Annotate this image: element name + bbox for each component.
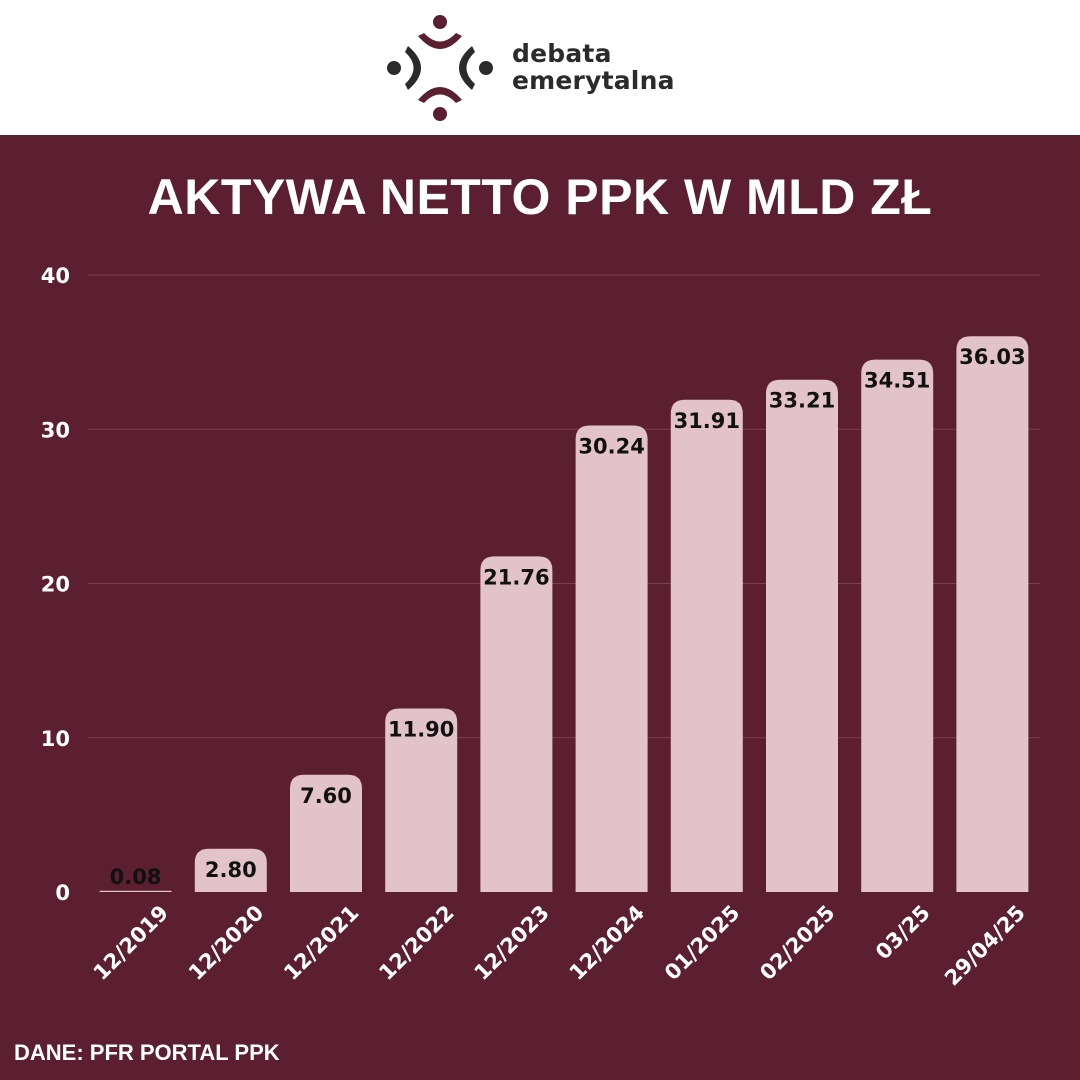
x-axis-ticks: 12/2019 12/2020 12/2021 12/2022 12/2023 12/20… <box>89 901 1030 991</box>
x-tick-label: 12/2021 <box>279 901 363 985</box>
bar-value-label: 31.91 <box>674 409 740 433</box>
y-tick-label: 20 <box>41 573 70 597</box>
bar <box>956 336 1029 892</box>
chart-title: AKTYWA NETTO PPK W MLD ZŁ <box>147 169 933 225</box>
x-tick-label: 03/25 <box>871 901 935 965</box>
bars: 0.08 2.80 7.60 11.90 21.76 30.24 31.91 33.21 34.… <box>99 336 1029 893</box>
y-tick-label: 0 <box>55 881 70 905</box>
bar <box>670 399 743 892</box>
bar <box>766 379 838 893</box>
bar-value-label: 7.60 <box>300 784 352 808</box>
bar-value-label: 34.51 <box>864 369 930 393</box>
brand-name-line1: debata <box>512 39 612 68</box>
x-tick-label: 01/2025 <box>660 901 744 985</box>
bar-value-label: 11.90 <box>388 717 454 741</box>
bar-value-label: 2.80 <box>205 858 257 882</box>
x-tick-label: 29/04/25 <box>940 901 1030 991</box>
x-tick-label: 12/2019 <box>89 901 173 985</box>
bar <box>194 848 267 892</box>
brand-name-line2: emerytalna <box>512 66 675 95</box>
y-axis-ticks: 0 10 20 30 40 <box>41 264 70 905</box>
bar-value-label: 30.24 <box>578 435 644 459</box>
brand-name: debata emerytalna <box>512 40 675 94</box>
header-bar: debata emerytalna <box>0 0 1080 135</box>
bar-value-label: 0.08 <box>110 865 162 889</box>
bar <box>99 890 172 892</box>
bar <box>480 556 553 892</box>
bar <box>575 425 648 892</box>
y-tick-label: 30 <box>41 418 70 442</box>
bar <box>385 708 458 892</box>
bar-value-label: 33.21 <box>769 389 835 413</box>
four-figures-circle-logo-icon <box>387 15 493 121</box>
y-tick-label: 40 <box>41 264 70 288</box>
x-tick-label: 12/2023 <box>470 901 554 985</box>
bar-value-label: 21.76 <box>483 565 549 589</box>
bar-value-label: 36.03 <box>959 345 1025 369</box>
y-tick-label: 10 <box>41 727 70 751</box>
x-tick-label: 02/2025 <box>755 901 839 985</box>
x-tick-label: 12/2024 <box>565 901 649 985</box>
x-tick-label: 12/2022 <box>374 901 458 985</box>
bar <box>290 774 362 892</box>
x-tick-label: 12/2020 <box>184 901 268 985</box>
source-note: DANE: PFR PORTAL PPK <box>14 1040 280 1065</box>
bar <box>861 359 934 893</box>
